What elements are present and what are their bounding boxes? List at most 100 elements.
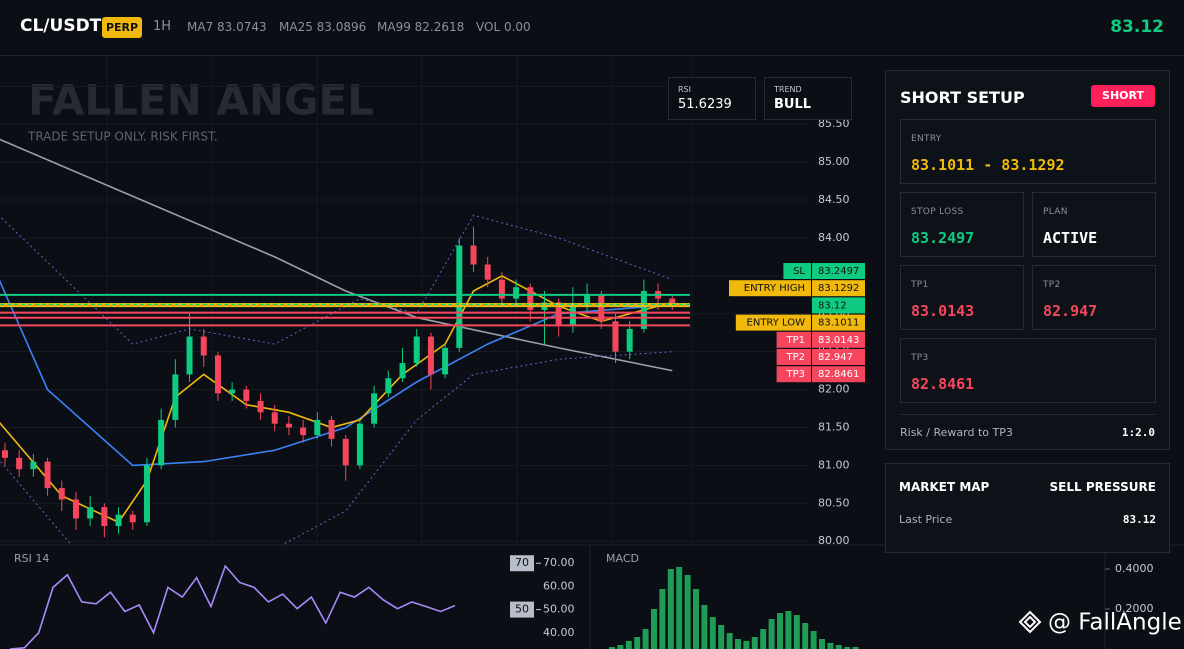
- candle-body: [612, 321, 619, 352]
- indicator-line: [0, 274, 673, 524]
- main-chart-bg: [0, 56, 860, 545]
- tp2-value: 82.947: [1043, 302, 1098, 320]
- rsi-label: RSI: [678, 85, 691, 94]
- candle-body: [101, 507, 108, 527]
- level-value: 83.0143: [818, 335, 859, 346]
- candle-body: [172, 374, 179, 420]
- histogram-bar: [768, 619, 775, 649]
- y-tick-label: 81.00: [818, 458, 850, 471]
- candle-body: [129, 514, 136, 523]
- candle-body: [356, 423, 363, 466]
- y-tick-label: 84.00: [818, 231, 850, 244]
- y-tick-label: 0.2000: [1115, 602, 1154, 615]
- level-label-tag: [735, 314, 811, 331]
- rsi-value: 51.6239: [678, 97, 732, 112]
- histogram-bar: [743, 641, 750, 649]
- histogram-bar: [726, 633, 733, 649]
- histogram-bar: [844, 647, 851, 649]
- watermark: @ FallAngle: [1048, 610, 1182, 636]
- candle-body: [640, 291, 647, 329]
- histogram-bar: [718, 625, 725, 649]
- candle-body: [186, 336, 193, 375]
- level-tag: [510, 601, 534, 618]
- level-label: SL: [793, 266, 805, 277]
- plot: [609, 567, 859, 649]
- candle-body: [413, 336, 420, 364]
- last-price: 83.12: [1110, 17, 1164, 37]
- histogram-bar: [617, 645, 624, 649]
- y-tick-label: 85.50: [818, 117, 850, 130]
- candle-body: [271, 412, 278, 424]
- histogram-bar: [852, 647, 859, 649]
- rsi-card: RSI 51.6239: [668, 77, 756, 120]
- volume: VOL 0.00: [476, 20, 531, 34]
- header: [0, 0, 1184, 56]
- candle-body: [626, 328, 633, 352]
- indicator-line: [0, 138, 673, 372]
- histogram-bar: [625, 641, 632, 649]
- level-label-tag: [776, 366, 811, 383]
- trend-label: TREND: [774, 85, 802, 94]
- symbol: CL/USDT: [20, 16, 102, 36]
- histogram-bar: [676, 567, 683, 649]
- candle-body: [569, 306, 576, 326]
- histogram-bar: [659, 589, 666, 649]
- market-map-title: MARKET MAP: [899, 480, 990, 494]
- level-label-tag: [776, 331, 811, 348]
- ma7: MA7 83.0743: [187, 20, 267, 34]
- panel-title: SHORT SETUP: [900, 88, 1025, 107]
- macd-title: MACD: [606, 552, 639, 565]
- level-value-tag: [812, 314, 865, 331]
- level-value-tag: [812, 280, 865, 297]
- histogram-bar: [709, 617, 716, 649]
- y-tick-label: 50.00: [543, 603, 575, 616]
- plan-value: ACTIVE: [1043, 229, 1098, 247]
- histogram-bar: [634, 637, 641, 649]
- candle-body: [598, 294, 605, 322]
- separator: [900, 414, 1156, 415]
- tp2-card: TP2 82.947: [1032, 265, 1156, 330]
- market-status: SELL PRESSURE: [1049, 480, 1156, 494]
- level-value: 82.947: [818, 352, 853, 363]
- histogram-bar: [760, 629, 767, 649]
- level-value: 83.1292: [818, 283, 859, 294]
- ma25: MA25 83.0896: [279, 20, 367, 34]
- y-tick-label: 0.4000: [1115, 562, 1154, 575]
- histogram-bar: [684, 575, 691, 649]
- level-label-tag: [776, 349, 811, 365]
- rr-value: 1:2.0: [1121, 426, 1155, 439]
- tp1-value: 83.0143: [911, 302, 975, 320]
- candle-body: [115, 514, 122, 527]
- histogram-bar: [751, 637, 758, 649]
- candle-body: [342, 438, 349, 466]
- y-tick-label: 60.00: [543, 579, 575, 592]
- candle-body: [158, 419, 165, 466]
- level-value-tag: [812, 263, 865, 279]
- histogram-bar: [651, 609, 657, 649]
- level-label-tag: [729, 280, 811, 297]
- level-value: 83.12: [818, 300, 847, 311]
- candle-body: [16, 457, 23, 470]
- tp2-label: TP2: [1043, 280, 1061, 290]
- histogram-bar: [802, 623, 809, 649]
- tp1-label: TP1: [911, 280, 929, 290]
- level-value: 82.8461: [818, 369, 859, 380]
- rsi-bg: [0, 545, 590, 649]
- candle-body: [555, 302, 562, 326]
- tagline: TRADE SETUP ONLY. RISK FIRST.: [27, 130, 218, 144]
- stop-label: STOP LOSS: [911, 207, 964, 217]
- level-label: TP3: [785, 369, 805, 380]
- last-price-value: 83.12: [1122, 513, 1156, 526]
- histogram-bar: [701, 605, 708, 649]
- histogram-bar: [642, 629, 649, 649]
- histogram-bar: [693, 589, 699, 649]
- candle-body: [143, 465, 150, 523]
- vertical-grid: [106, 56, 693, 545]
- y-tick-label: 81.50: [818, 420, 850, 433]
- rr-label: Risk / Reward to TP3: [900, 426, 1013, 439]
- y-tick-label: 70.00: [543, 556, 575, 569]
- interval[interactable]: 1H: [153, 19, 172, 34]
- plan-card: PLAN ACTIVE: [1032, 192, 1156, 257]
